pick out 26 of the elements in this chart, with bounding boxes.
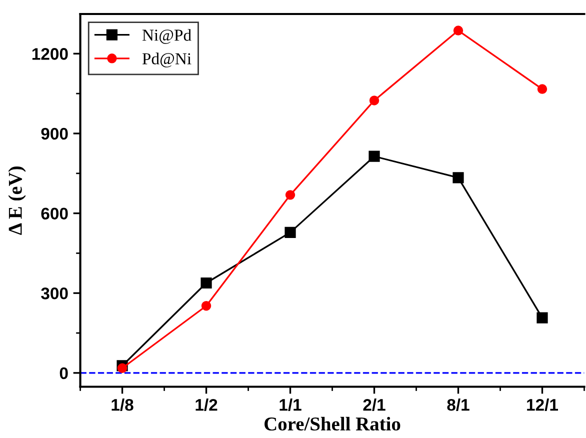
point (537, 84, 548, 94)
y-axis-title: Δ E (eV) (8, 166, 26, 235)
point (201, 301, 212, 311)
x-tick-label: 8/1 (447, 398, 470, 411)
legend-label: Ni@Pd (142, 29, 192, 44)
point (368, 150, 380, 162)
y-tick-label: 300 (41, 288, 68, 300)
x-tick-label: 2/1 (363, 398, 386, 411)
y-tick-label: 0 (60, 367, 68, 380)
legend-label: Pd@Ni (142, 52, 192, 68)
point (285, 190, 296, 200)
x-tick-label: 1/2 (196, 398, 218, 411)
y-tick-label: 600 (41, 208, 68, 220)
point (453, 26, 464, 36)
point (200, 277, 212, 289)
point (369, 96, 380, 106)
x-tick-label: 1/8 (112, 398, 134, 411)
x-tick-label: 12/1 (527, 398, 558, 411)
point (284, 226, 296, 238)
point (536, 312, 548, 324)
point (452, 172, 464, 184)
point (117, 363, 128, 373)
y-tick-label: 1200 (32, 48, 68, 60)
x-tick-label: 1/1 (280, 398, 302, 411)
x-axis-title: Core/Shell Ratio (264, 416, 400, 431)
y-tick-label: 900 (41, 128, 68, 140)
